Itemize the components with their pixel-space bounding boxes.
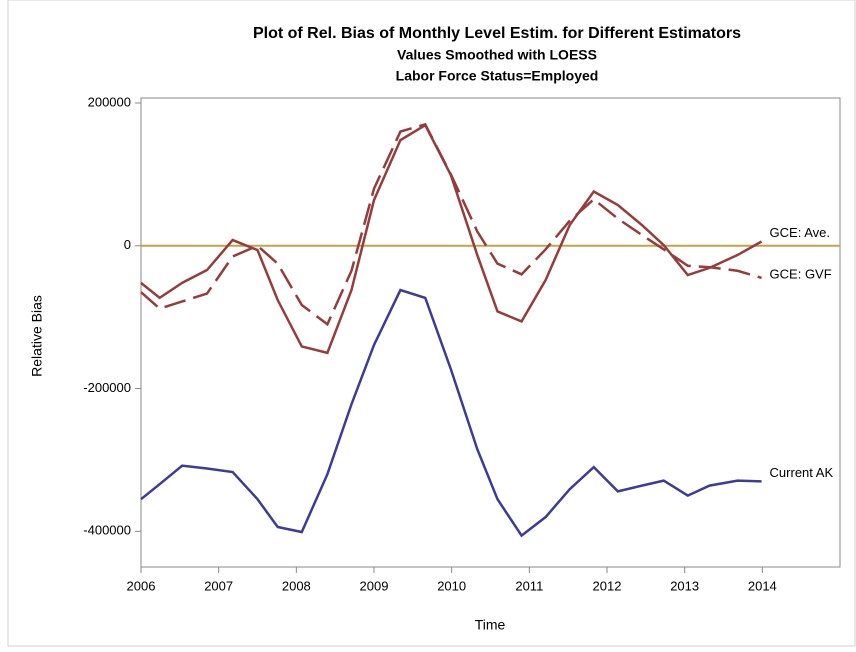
x-tick-label: 2006: [127, 578, 156, 593]
y-tick-label: -200000: [83, 380, 131, 395]
series-line: [140, 123, 763, 355]
chart-subtitle: Values Smoothed with LOESS: [397, 47, 597, 63]
x-axis-label: Time: [475, 617, 506, 633]
chart-subtitle: Labor Force Status=Employed: [396, 68, 599, 84]
x-tick-label: 2009: [360, 578, 389, 593]
x-tick-label: 2014: [748, 578, 777, 593]
x-tick-label: 2007: [204, 578, 233, 593]
x-tick-label: 2008: [282, 578, 311, 593]
series-label: Current AK: [770, 465, 834, 480]
x-tick-label: 2010: [437, 578, 466, 593]
series-line: [140, 122, 762, 327]
y-tick-label: 200000: [88, 94, 131, 109]
chart-title: Plot of Rel. Bias of Monthly Level Estim…: [253, 25, 741, 42]
outer-border: [7, 0, 856, 647]
y-tick-label: 0: [124, 237, 131, 252]
plot-frame: [140, 97, 841, 568]
series-line: [140, 288, 762, 538]
x-tick-label: 2013: [670, 578, 699, 593]
x-tick-label: 2012: [593, 578, 622, 593]
series-label: GCE: GVF: [770, 266, 832, 281]
y-axis-label: Relative Bias: [29, 295, 45, 377]
series-label: GCE: Ave.: [770, 225, 830, 240]
x-tick-label: 2011: [515, 578, 543, 593]
y-tick-label: -400000: [83, 523, 131, 538]
